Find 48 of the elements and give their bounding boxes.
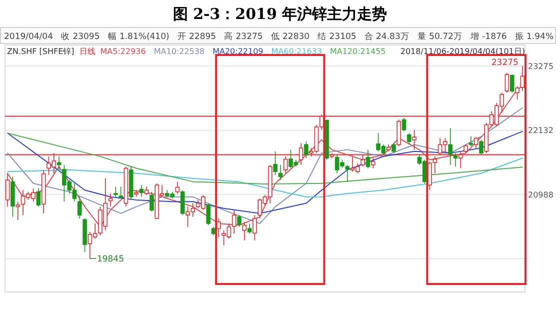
candlestick	[402, 118, 406, 132]
text: 合 24.83万	[364, 31, 410, 42]
candlestick	[108, 193, 113, 208]
text: 增 -1876	[469, 31, 507, 42]
text: MA5:22936	[100, 47, 146, 56]
text: 幅 1.81%(410)	[108, 31, 170, 42]
candlestick	[242, 221, 247, 241]
line-series	[7, 132, 523, 184]
text: 结 23105	[318, 31, 356, 42]
text: 2019/04/04	[4, 32, 53, 42]
candlestick	[396, 119, 402, 147]
candlestick	[16, 201, 20, 221]
candlestick	[5, 172, 10, 208]
line-series	[7, 158, 523, 198]
line-series	[7, 130, 523, 214]
y-tick-label: 20988	[528, 190, 554, 200]
text: 收 23095	[61, 31, 100, 42]
candlestick	[474, 136, 478, 148]
text: 量 50.72万	[417, 31, 462, 42]
text: 振 1.94%	[514, 31, 554, 42]
chart-title: 图 2-3：2019 年沪锌主力走势	[172, 5, 388, 23]
annotation: 23275	[491, 58, 518, 68]
text: MA10:22538	[154, 47, 205, 56]
candlestick	[370, 158, 376, 169]
annotation: 2018/11/06-2019/04/04(101日)	[400, 47, 525, 56]
candlestick	[278, 164, 283, 180]
text: MA60:21633	[271, 47, 322, 56]
text: MA120:21455	[330, 47, 386, 56]
y-tick-label: 22132	[528, 126, 554, 136]
candlestick	[56, 156, 62, 172]
annotation: 日线	[79, 47, 96, 56]
candlestick	[139, 184, 144, 198]
text: 低 22830	[270, 31, 310, 42]
text: MA20:22109	[212, 47, 264, 56]
text: 高 23275	[224, 31, 263, 42]
candlestick	[453, 152, 458, 167]
text: 开 22895	[177, 32, 216, 42]
candlestick	[41, 170, 46, 214]
annotation: 19845	[96, 254, 124, 265]
line-series	[7, 107, 523, 224]
candlestick	[448, 128, 452, 166]
candlestick	[232, 210, 236, 234]
candlestick	[468, 136, 474, 147]
candlestick	[128, 166, 134, 200]
candlestick	[175, 181, 180, 194]
y-tick-label: 23275	[528, 62, 554, 72]
annotation: ZN.SHF [SHFE锌]	[7, 47, 74, 56]
candlestick	[124, 166, 128, 208]
